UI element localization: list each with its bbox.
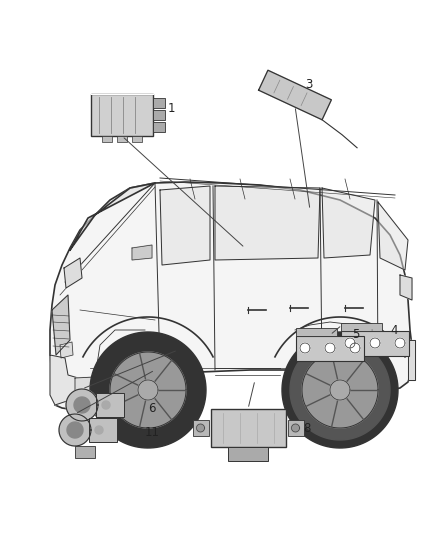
Polygon shape bbox=[215, 186, 320, 260]
Polygon shape bbox=[408, 340, 415, 380]
Bar bbox=[211, 409, 286, 447]
Text: 3: 3 bbox=[305, 78, 312, 92]
Bar bbox=[153, 98, 165, 108]
Polygon shape bbox=[258, 70, 332, 120]
Polygon shape bbox=[378, 202, 408, 270]
Polygon shape bbox=[138, 380, 158, 400]
Polygon shape bbox=[282, 332, 398, 448]
Polygon shape bbox=[67, 422, 83, 438]
Bar bbox=[117, 136, 127, 142]
Polygon shape bbox=[90, 332, 206, 448]
Polygon shape bbox=[322, 188, 375, 258]
Bar bbox=[96, 393, 124, 417]
Polygon shape bbox=[50, 355, 90, 405]
Bar bbox=[296, 335, 364, 360]
Polygon shape bbox=[60, 342, 73, 358]
Text: 5: 5 bbox=[352, 328, 359, 342]
Bar bbox=[192, 420, 208, 436]
Text: 8: 8 bbox=[303, 422, 311, 434]
Polygon shape bbox=[64, 258, 82, 288]
Polygon shape bbox=[302, 352, 378, 428]
Polygon shape bbox=[102, 401, 110, 409]
Polygon shape bbox=[75, 376, 115, 392]
FancyBboxPatch shape bbox=[91, 94, 153, 136]
Bar bbox=[153, 122, 165, 132]
Polygon shape bbox=[300, 343, 310, 353]
Polygon shape bbox=[132, 245, 152, 260]
Polygon shape bbox=[70, 183, 155, 250]
Text: 4: 4 bbox=[390, 324, 398, 336]
Polygon shape bbox=[370, 338, 380, 348]
Bar bbox=[228, 447, 268, 461]
Polygon shape bbox=[95, 426, 103, 434]
Bar bbox=[89, 418, 117, 442]
Polygon shape bbox=[52, 295, 70, 355]
Text: 11: 11 bbox=[145, 425, 160, 439]
Bar bbox=[341, 322, 382, 330]
Polygon shape bbox=[395, 338, 405, 348]
Bar bbox=[153, 110, 165, 120]
Bar bbox=[82, 421, 102, 433]
Polygon shape bbox=[350, 343, 360, 353]
Text: 1: 1 bbox=[168, 101, 176, 115]
Polygon shape bbox=[50, 182, 413, 412]
Bar bbox=[75, 446, 95, 458]
Polygon shape bbox=[110, 352, 186, 428]
Text: 6: 6 bbox=[148, 401, 155, 415]
Polygon shape bbox=[325, 343, 335, 353]
Polygon shape bbox=[197, 424, 205, 432]
Bar bbox=[102, 136, 112, 142]
Polygon shape bbox=[345, 338, 355, 348]
Polygon shape bbox=[292, 424, 300, 432]
Bar bbox=[296, 327, 337, 335]
Bar bbox=[287, 420, 304, 436]
Bar bbox=[132, 136, 142, 142]
Polygon shape bbox=[290, 340, 390, 440]
Polygon shape bbox=[74, 397, 90, 413]
Polygon shape bbox=[400, 275, 412, 300]
Polygon shape bbox=[160, 186, 210, 265]
Polygon shape bbox=[66, 389, 98, 421]
Polygon shape bbox=[330, 380, 350, 400]
Polygon shape bbox=[59, 414, 91, 446]
Bar bbox=[341, 330, 409, 356]
